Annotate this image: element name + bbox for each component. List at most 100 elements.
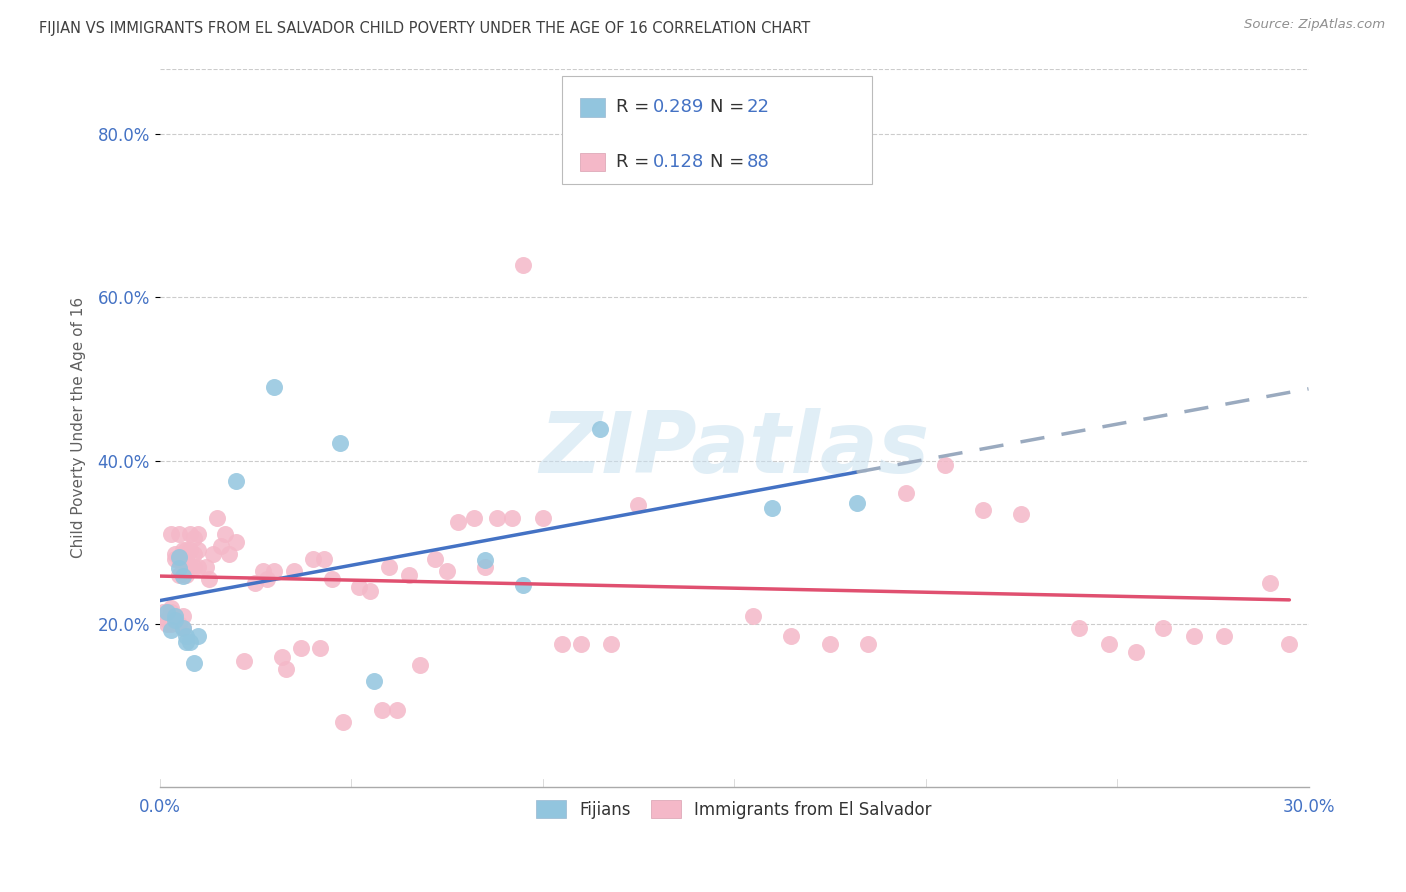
- Point: [179, 527, 201, 541]
- Point: [1152, 621, 1174, 635]
- Point: [856, 637, 879, 651]
- Text: N =: N =: [710, 153, 749, 171]
- Point: [474, 559, 496, 574]
- Point: [167, 616, 190, 631]
- Point: [218, 548, 240, 562]
- Point: [167, 561, 190, 575]
- Point: [160, 624, 183, 638]
- Point: [172, 621, 194, 635]
- Point: [163, 608, 186, 623]
- Point: [447, 515, 470, 529]
- Point: [179, 635, 201, 649]
- Legend: Fijians, Immigrants from El Salvador: Fijians, Immigrants from El Salvador: [530, 794, 939, 826]
- Point: [290, 641, 312, 656]
- Point: [179, 543, 201, 558]
- Point: [780, 629, 803, 643]
- Point: [551, 637, 574, 651]
- Point: [205, 510, 228, 524]
- Point: [167, 551, 190, 566]
- Point: [1182, 629, 1205, 643]
- Point: [1010, 507, 1032, 521]
- Point: [187, 559, 209, 574]
- Point: [283, 564, 305, 578]
- Point: [176, 629, 198, 643]
- Text: 0.128: 0.128: [652, 153, 704, 171]
- Point: [271, 649, 294, 664]
- Point: [818, 637, 841, 651]
- Point: [1213, 629, 1236, 643]
- Point: [474, 553, 496, 567]
- Point: [160, 527, 183, 541]
- Point: [332, 714, 354, 729]
- Point: [1098, 637, 1121, 651]
- Point: [209, 539, 232, 553]
- Point: [172, 569, 194, 583]
- Point: [761, 500, 783, 515]
- Point: [425, 551, 447, 566]
- Y-axis label: Child Poverty Under the Age of 16: Child Poverty Under the Age of 16: [72, 297, 86, 558]
- Point: [309, 641, 332, 656]
- Point: [198, 572, 221, 586]
- Point: [172, 621, 194, 635]
- Point: [398, 567, 420, 582]
- Text: R =: R =: [616, 98, 655, 116]
- Point: [225, 474, 247, 488]
- Text: ZIPatlas: ZIPatlas: [538, 408, 929, 491]
- Point: [214, 527, 236, 541]
- Point: [176, 543, 198, 558]
- Point: [167, 567, 190, 582]
- Point: [152, 605, 174, 619]
- Point: [385, 703, 408, 717]
- Point: [329, 435, 352, 450]
- Point: [172, 543, 194, 558]
- Point: [347, 580, 370, 594]
- Point: [321, 572, 343, 586]
- Point: [627, 499, 650, 513]
- Point: [301, 551, 323, 566]
- Point: [1278, 637, 1301, 651]
- Point: [187, 543, 209, 558]
- Point: [359, 584, 381, 599]
- Point: [187, 527, 209, 541]
- Point: [378, 559, 401, 574]
- Point: [194, 559, 217, 574]
- Point: [363, 673, 385, 688]
- Point: [183, 559, 205, 574]
- Point: [512, 258, 534, 272]
- Point: [972, 502, 994, 516]
- Point: [1258, 576, 1281, 591]
- Point: [742, 608, 765, 623]
- Point: [501, 510, 523, 524]
- Point: [589, 422, 612, 436]
- Point: [569, 637, 592, 651]
- Point: [176, 567, 198, 582]
- Point: [156, 613, 179, 627]
- Text: N =: N =: [710, 98, 749, 116]
- Point: [274, 662, 297, 676]
- Point: [314, 551, 336, 566]
- Point: [183, 548, 205, 562]
- Point: [202, 548, 225, 562]
- Point: [156, 616, 179, 631]
- Point: [436, 564, 458, 578]
- FancyBboxPatch shape: [562, 76, 872, 184]
- Point: [183, 656, 205, 670]
- Text: FIJIAN VS IMMIGRANTS FROM EL SALVADOR CHILD POVERTY UNDER THE AGE OF 16 CORRELAT: FIJIAN VS IMMIGRANTS FROM EL SALVADOR CH…: [39, 21, 811, 36]
- Text: 22: 22: [747, 98, 769, 116]
- Point: [176, 635, 198, 649]
- Point: [167, 527, 190, 541]
- Point: [225, 535, 247, 549]
- Point: [263, 380, 285, 394]
- Point: [409, 657, 432, 672]
- Point: [176, 551, 198, 566]
- Point: [163, 551, 186, 566]
- Text: Source: ZipAtlas.com: Source: ZipAtlas.com: [1244, 18, 1385, 31]
- Point: [163, 608, 186, 623]
- Text: R =: R =: [616, 153, 655, 171]
- Point: [485, 510, 508, 524]
- Point: [187, 629, 209, 643]
- Text: 88: 88: [747, 153, 769, 171]
- Point: [179, 559, 201, 574]
- Point: [245, 576, 267, 591]
- Point: [163, 548, 186, 562]
